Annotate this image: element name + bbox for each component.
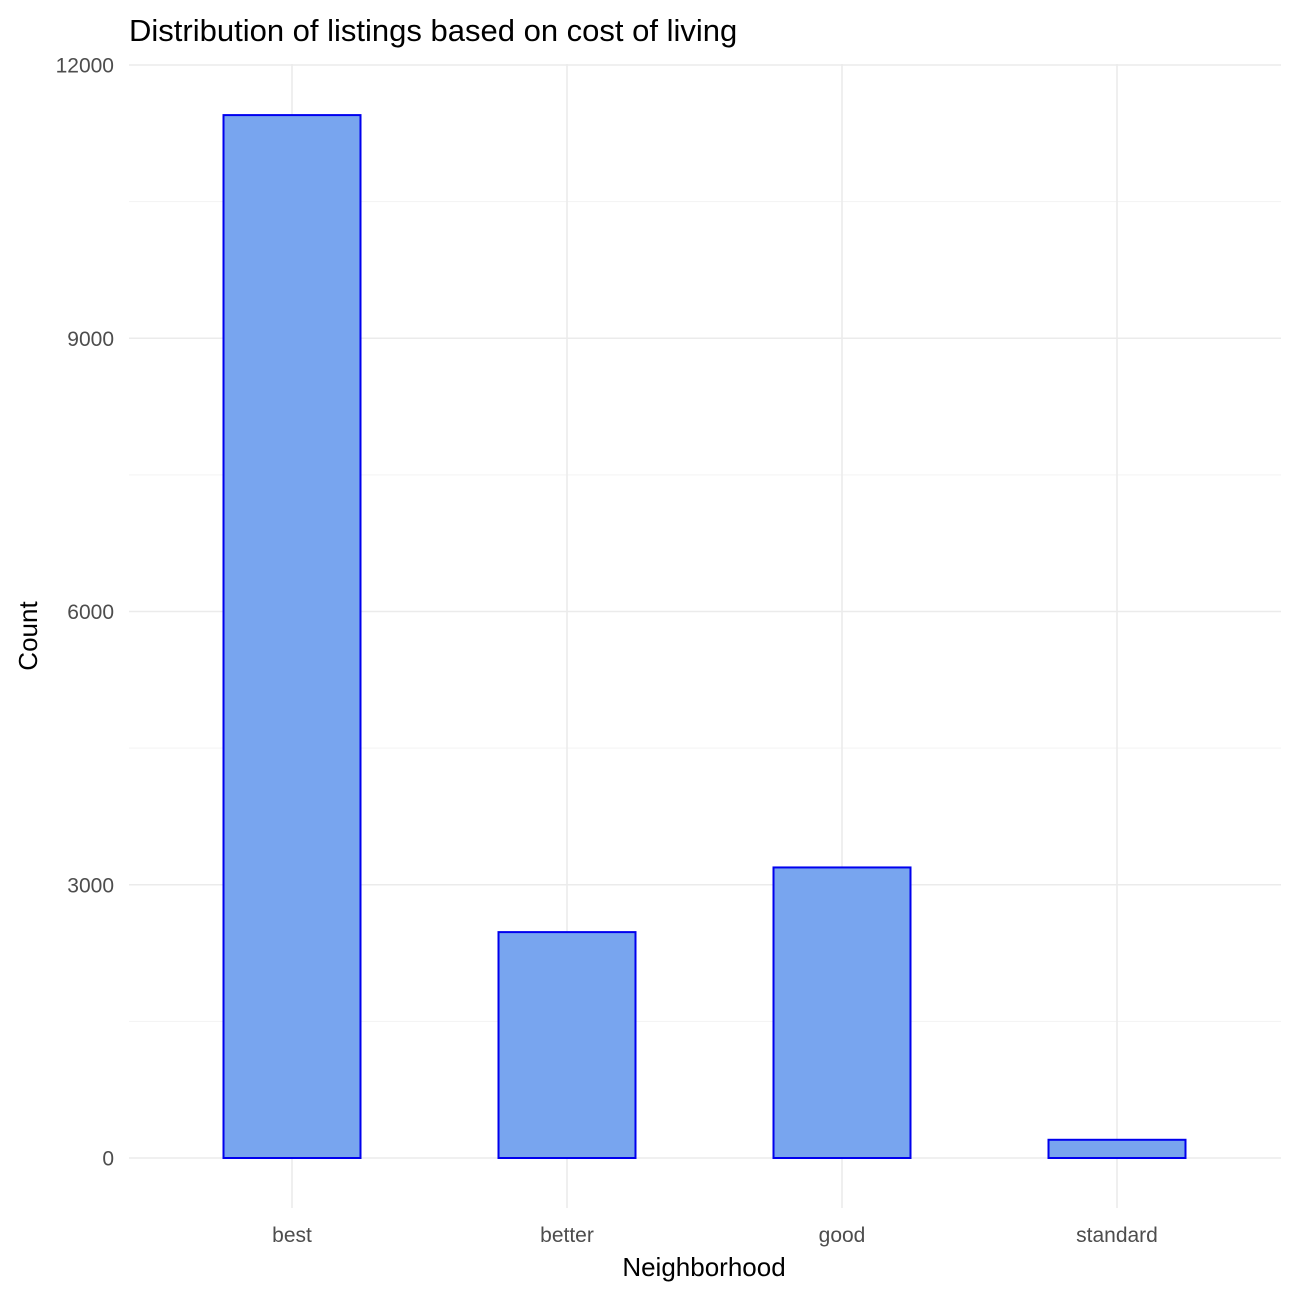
x-tick-label: standard [1076,1224,1158,1247]
x-axis-tick-labels: best better good standard [272,1224,1158,1247]
bars [222,114,1187,1160]
x-axis-title: Neighborhood [622,1252,785,1282]
bar-better [497,931,637,1160]
bar-good [772,866,912,1159]
y-axis-title: Count [13,601,43,671]
bar-best [222,114,362,1160]
y-tick-label: 6000 [67,601,114,624]
chart-title: Distribution of listings based on cost o… [129,13,737,48]
y-tick-label: 3000 [67,874,114,897]
x-tick-label: better [540,1224,594,1247]
y-tick-label: 0 [102,1148,114,1171]
bar-standard [1047,1138,1187,1159]
y-tick-label: 9000 [67,328,114,351]
y-axis-tick-labels: 0 3000 6000 9000 12000 [56,55,114,1171]
x-tick-label: good [819,1224,866,1247]
y-tick-label: 12000 [56,55,114,78]
x-tick-label: best [272,1224,312,1247]
